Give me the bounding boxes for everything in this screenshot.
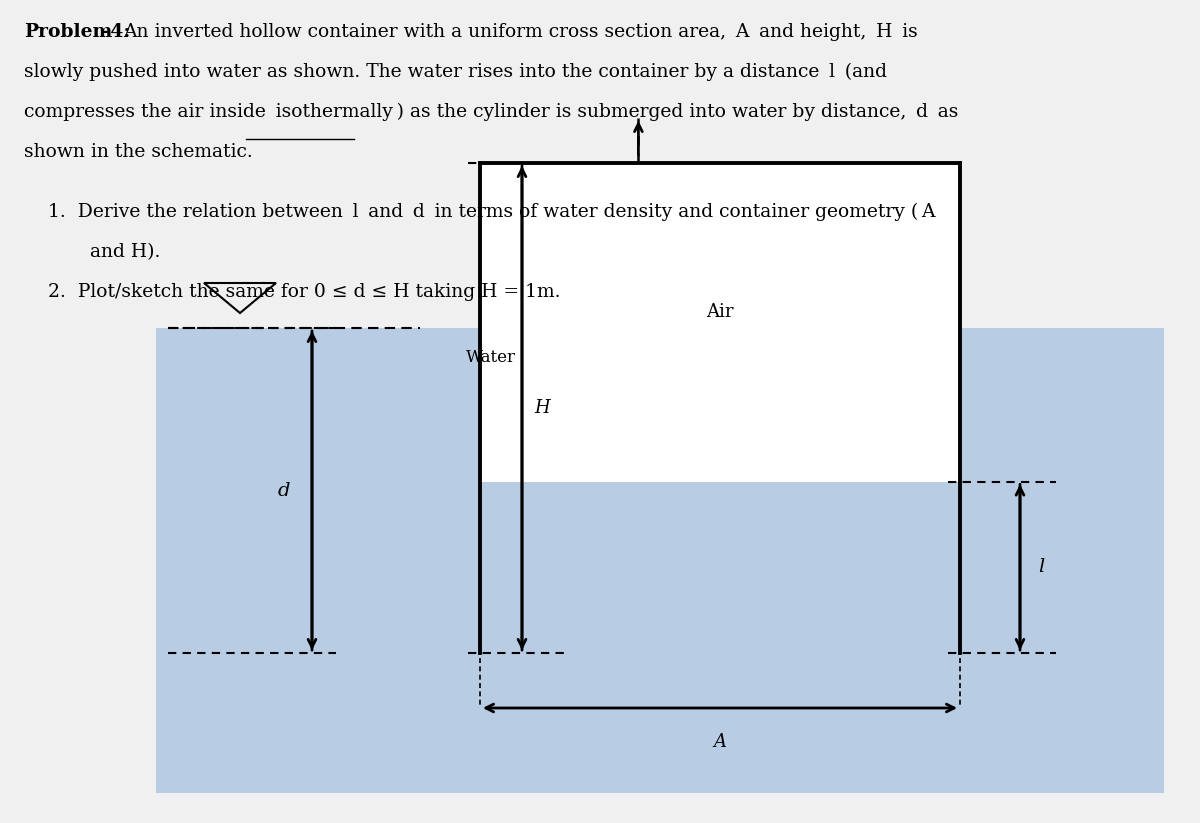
Bar xyxy=(480,163,960,481)
Bar xyxy=(480,481,960,653)
Bar xyxy=(480,163,960,328)
Text: Air: Air xyxy=(707,303,733,321)
Text: slowly pushed into water as shown. The water rises into the container by a dista: slowly pushed into water as shown. The w… xyxy=(24,63,887,81)
Text: 1.  Derive the relation between  l  and  d  in terms of water density and contai: 1. Derive the relation between l and d i… xyxy=(48,203,936,221)
Text: 2.  Plot/sketch the same for 0 ≤ d ≤ H taking H = 1m.: 2. Plot/sketch the same for 0 ≤ d ≤ H ta… xyxy=(48,283,560,301)
Text: –4:: –4: xyxy=(101,23,130,41)
Bar xyxy=(156,328,1164,793)
Text: H: H xyxy=(534,399,550,417)
Text: d: d xyxy=(278,481,290,500)
Text: shown in the schematic.: shown in the schematic. xyxy=(24,143,253,161)
Text: and H).: and H). xyxy=(90,243,161,261)
Text: A: A xyxy=(714,733,726,751)
Text: l: l xyxy=(1038,558,1044,576)
Text: Problem: Problem xyxy=(24,23,113,41)
Text: compresses the air inside  isothermally ) as the cylinder is submerged into wate: compresses the air inside isothermally )… xyxy=(24,103,959,121)
Text: Water: Water xyxy=(466,350,516,366)
Text: An inverted hollow container with a uniform cross section area,  A  and height, : An inverted hollow container with a unif… xyxy=(124,23,918,41)
